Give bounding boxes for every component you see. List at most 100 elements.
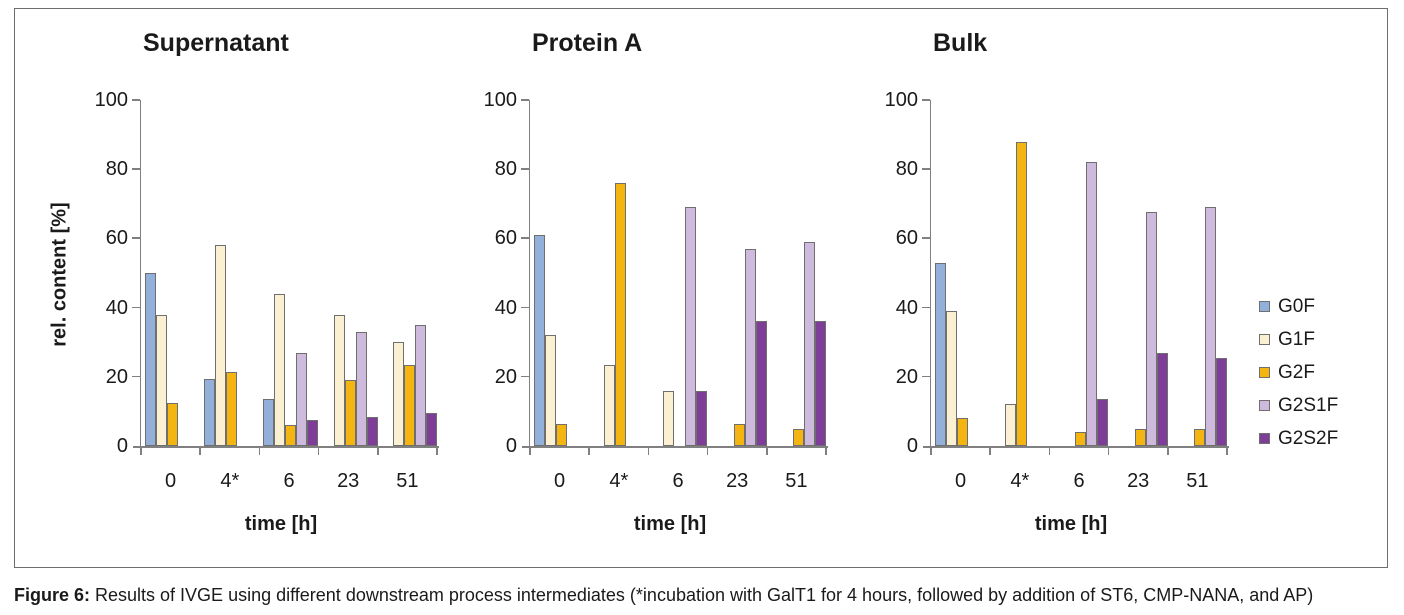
bar-G2F (957, 418, 968, 446)
x-tick-mark (766, 446, 768, 455)
x-axis-line (522, 446, 828, 448)
y-tick-mark (922, 168, 930, 170)
legend-label: G2F (1278, 362, 1315, 383)
chart-title: Bulk (933, 29, 988, 57)
bar-G0F (935, 263, 946, 446)
x-tick-mark (825, 446, 827, 455)
x-axis-line (923, 446, 1229, 448)
y-tick-mark (521, 375, 529, 378)
bar-G2S2F (307, 420, 319, 446)
legend-swatch-G1F (1259, 334, 1270, 345)
y-axis-line (139, 100, 141, 446)
legend-label: G0F (1278, 296, 1315, 317)
bar-G2S2F (755, 321, 767, 446)
y-tick-mark (922, 306, 930, 309)
bar-G2F (1075, 432, 1087, 446)
y-tick-label: 40 (895, 296, 918, 319)
bar-G2F (792, 429, 804, 446)
y-tick-label: 0 (116, 435, 128, 457)
bar-G2F (733, 424, 745, 446)
x-tick-label: 0 (554, 470, 566, 492)
y-tick-mark (132, 99, 140, 101)
bar-G0F (145, 273, 156, 446)
x-axis-title: time [h] (1034, 513, 1108, 535)
bar-G2F (1134, 429, 1146, 446)
y-tick-label: 20 (895, 365, 918, 388)
y-tick-label: 100 (884, 89, 918, 111)
bar-G0F (263, 399, 275, 446)
bar-G2F (1016, 142, 1028, 446)
x-axis-line (133, 446, 439, 448)
y-tick-label: 60 (105, 227, 128, 250)
legend-label: G1F (1278, 329, 1315, 350)
legend-label: G2S2F (1278, 428, 1339, 449)
x-tick-label: 23 (726, 470, 749, 492)
x-tick-mark (436, 446, 438, 455)
y-tick-mark (521, 306, 529, 309)
chart-title: Supernatant (143, 29, 289, 57)
bar-G2F (285, 425, 297, 446)
bar-G2S2F (1156, 353, 1168, 446)
legend-swatch-G2S2F (1259, 433, 1270, 444)
bar-G2F (226, 372, 238, 446)
legend-swatch-G2F (1259, 367, 1270, 378)
y-tick-label: 80 (494, 158, 517, 181)
y-tick-mark (132, 237, 140, 239)
bar-G2S1F (803, 242, 815, 446)
x-tick-label: 4* (220, 470, 240, 492)
x-tick-label: 51 (1186, 470, 1209, 492)
x-tick-mark (199, 446, 201, 455)
legend-label: G2S1F (1278, 395, 1339, 416)
legend-swatch-G0F (1259, 301, 1270, 312)
x-tick-mark (1226, 446, 1228, 455)
figure-caption: Figure 6: Results of IVGE using differen… (14, 584, 1394, 606)
y-axis-line (929, 100, 931, 446)
x-tick-mark (529, 446, 531, 455)
bar-G2F (344, 380, 356, 446)
legend-swatch-G2S1F (1259, 400, 1270, 411)
bar-G2F (556, 424, 567, 446)
x-tick-mark (1048, 446, 1051, 455)
x-tick-label: 0 (955, 470, 967, 492)
y-tick-label: 100 (94, 89, 128, 111)
x-tick-mark (989, 446, 991, 455)
y-tick-mark (132, 375, 140, 378)
bar-G2S1F (355, 332, 367, 446)
bar-G1F (215, 245, 227, 446)
y-axis-title: rel. content [%] (48, 202, 71, 347)
bar-G2S1F (744, 249, 756, 446)
y-tick-mark (132, 306, 140, 309)
bar-G1F (156, 315, 167, 446)
bar-G2S2F (1097, 399, 1109, 446)
x-tick-label: 51 (396, 470, 419, 492)
bar-G0F (534, 235, 545, 446)
bar-G2F (403, 365, 415, 446)
caption-label: Figure 6: (14, 585, 91, 605)
caption-text: Results of IVGE using different downstre… (90, 585, 1314, 605)
bar-G1F (663, 391, 675, 446)
bar-G2S1F (1145, 212, 1157, 446)
bar-G2S2F (1215, 358, 1227, 446)
x-tick-mark (258, 446, 261, 455)
y-tick-mark (922, 375, 930, 378)
y-tick-label: 20 (105, 365, 128, 388)
x-tick-mark (140, 446, 142, 455)
y-tick-label: 40 (105, 296, 128, 319)
x-tick-label: 4* (1010, 470, 1030, 492)
x-tick-label: 0 (165, 470, 177, 492)
y-tick-label: 20 (494, 365, 517, 388)
y-axis-line (528, 100, 530, 446)
x-tick-label: 6 (283, 470, 295, 492)
x-tick-mark (1107, 446, 1110, 455)
y-tick-mark (521, 168, 529, 170)
bar-G1F (604, 365, 616, 446)
x-tick-label: 6 (1073, 470, 1085, 492)
x-tick-mark (930, 446, 932, 455)
bar-G1F (333, 315, 345, 446)
bar-G2S2F (696, 391, 708, 446)
bar-G2S1F (1204, 207, 1216, 446)
bar-G1F (1005, 404, 1017, 446)
x-tick-mark (317, 446, 320, 455)
bar-G2S2F (425, 413, 437, 446)
bar-G1F (545, 335, 556, 446)
